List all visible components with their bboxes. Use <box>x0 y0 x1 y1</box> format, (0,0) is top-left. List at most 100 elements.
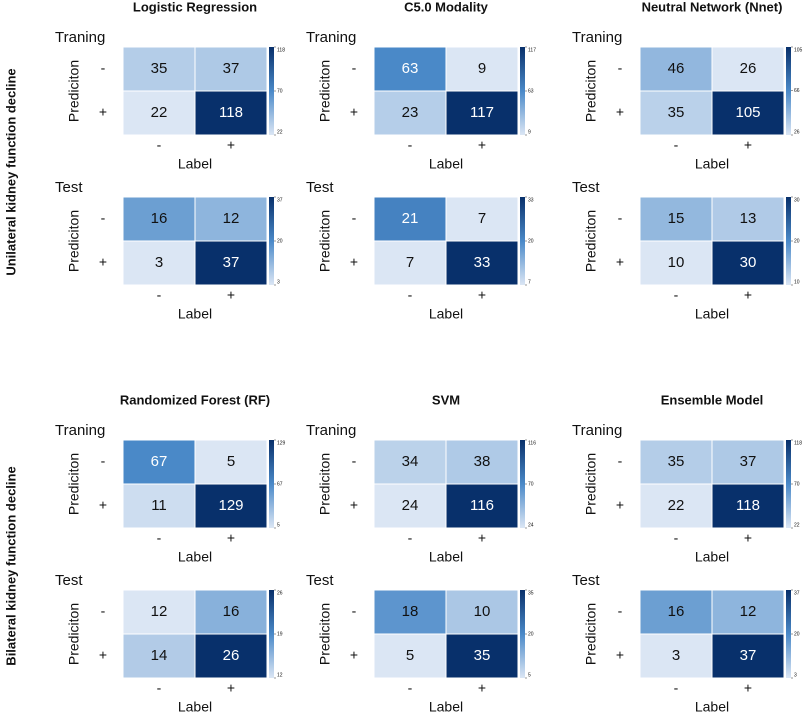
heatmap-cell <box>711 240 785 286</box>
cell-label: 63 <box>402 60 419 77</box>
panel-subtitle: Test <box>572 572 600 589</box>
panel-subtitle: Test <box>55 179 83 196</box>
x-axis-label: Label <box>178 699 212 715</box>
colorbar <box>786 590 791 678</box>
x-tick-label: + <box>227 287 235 303</box>
cell-label: 14 <box>151 647 168 664</box>
cell-label: 67 <box>151 453 168 470</box>
heatmap-cell <box>639 633 713 679</box>
y-tick-label: - <box>618 60 623 76</box>
colorbar-tick-label: 3 <box>794 672 797 678</box>
y-axis-label: Prediciton <box>66 210 82 272</box>
heatmap-cell <box>373 240 447 286</box>
heatmap-cell <box>122 46 196 92</box>
cell-label: 38 <box>474 453 491 470</box>
cell-label: 16 <box>668 603 685 620</box>
y-axis-label: Prediciton <box>583 60 599 122</box>
colorbar-tick-label: 26 <box>277 590 283 596</box>
cell-label: 116 <box>470 497 494 514</box>
panel-title: Randomized Forest (RF) <box>120 392 270 407</box>
x-axis-label: Label <box>695 156 729 172</box>
panel-title: Neutral Network (Nnet) <box>642 0 783 14</box>
colorbar-tick-label: 33 <box>528 197 534 203</box>
colorbar-tick-label: 5 <box>528 672 531 678</box>
y-tick-label: + <box>350 254 358 270</box>
x-tick-label: - <box>157 287 162 303</box>
cell-label: 3 <box>155 254 163 271</box>
panel-title: Ensemble Model <box>661 392 764 407</box>
y-tick-label: - <box>352 60 357 76</box>
colorbar-tick-label: 10 <box>794 279 800 285</box>
cell-label: 46 <box>668 60 685 77</box>
y-axis-label: Prediciton <box>317 210 333 272</box>
heatmap-cell <box>445 46 519 92</box>
colorbar <box>520 590 525 678</box>
heatmap-cell <box>194 589 268 635</box>
y-tick-label: - <box>618 210 623 226</box>
colorbar-tick-label: 37 <box>794 590 800 596</box>
y-tick-label: + <box>350 647 358 663</box>
x-axis-label: Label <box>178 156 212 172</box>
cell-label: 22 <box>151 104 168 121</box>
x-axis-label: Label <box>429 306 463 322</box>
heatmap-cell <box>445 483 519 529</box>
colorbar-tick-label: 19 <box>277 631 283 637</box>
panel-title: Logistic Regression <box>133 0 257 14</box>
y-tick-label: + <box>616 497 624 513</box>
heatmap-cell <box>122 483 196 529</box>
cell-label: 21 <box>402 210 419 227</box>
cell-label: 12 <box>151 603 168 620</box>
colorbar-tick-label: 22 <box>277 129 283 135</box>
heatmap-cell <box>711 633 785 679</box>
panel-subtitle: Traning <box>572 29 622 46</box>
heatmap-cell <box>711 46 785 92</box>
heatmap-cell <box>373 196 447 242</box>
x-tick-label: - <box>157 680 162 696</box>
colorbar <box>269 590 274 678</box>
y-tick-label: - <box>352 210 357 226</box>
x-tick-label: - <box>674 287 679 303</box>
cell-label: 37 <box>740 453 757 470</box>
colorbar-tick-label: 20 <box>794 238 800 244</box>
x-axis-label: Label <box>178 549 212 565</box>
cell-label: 35 <box>474 647 491 664</box>
y-tick-label: - <box>618 453 623 469</box>
heatmap-cell <box>711 90 785 136</box>
cell-label: 22 <box>668 497 685 514</box>
cell-label: 118 <box>219 104 243 121</box>
heatmap-cell <box>194 240 268 286</box>
x-tick-label: - <box>408 530 413 546</box>
x-axis-label: Label <box>695 306 729 322</box>
cell-label: 10 <box>668 254 685 271</box>
cell-label: 23 <box>402 104 419 121</box>
heatmap-cell <box>445 589 519 635</box>
y-axis-label: Prediciton <box>66 453 82 515</box>
panel-subtitle: Traning <box>55 29 105 46</box>
colorbar <box>786 47 791 135</box>
colorbar-tick-label: 118 <box>794 440 802 446</box>
x-tick-label: + <box>227 680 235 696</box>
cell-label: 33 <box>474 254 491 271</box>
colorbar-tick-label: 26 <box>794 129 800 135</box>
x-tick-label: - <box>408 287 413 303</box>
cell-label: 10 <box>474 603 491 620</box>
y-tick-label: - <box>352 603 357 619</box>
colorbar-tick-label: 5 <box>277 522 280 528</box>
heatmap-cell <box>711 196 785 242</box>
colorbar-tick-label: 70 <box>794 481 800 487</box>
colorbar-tick-label: 20 <box>528 238 534 244</box>
heatmap-cell <box>445 196 519 242</box>
x-tick-label: + <box>478 680 486 696</box>
heatmap-cell <box>122 90 196 136</box>
panel-subtitle: Test <box>572 179 600 196</box>
colorbar-tick-label: 117 <box>528 47 536 53</box>
cell-label: 35 <box>151 60 168 77</box>
colorbar-tick-label: 37 <box>277 197 283 203</box>
x-axis-label: Label <box>429 699 463 715</box>
cell-label: 12 <box>223 210 240 227</box>
cell-label: 7 <box>478 210 486 227</box>
cell-label: 24 <box>402 497 419 514</box>
colorbar-tick-label: 20 <box>277 238 283 244</box>
x-axis-label: Label <box>429 549 463 565</box>
